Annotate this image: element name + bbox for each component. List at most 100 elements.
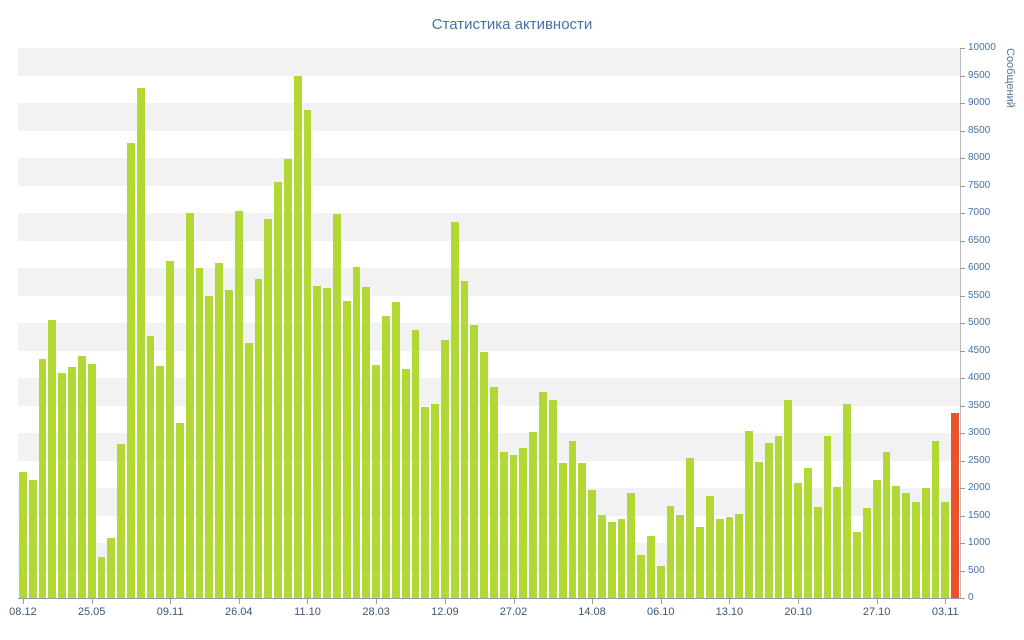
bar[interactable]	[234, 211, 243, 598]
bar[interactable]	[323, 287, 331, 598]
bar[interactable]	[28, 479, 37, 598]
y-tick	[960, 213, 965, 214]
bar[interactable]	[372, 364, 381, 598]
bar[interactable]	[804, 468, 812, 598]
bar[interactable]	[352, 266, 361, 598]
bar[interactable]	[548, 400, 557, 598]
bar[interactable]	[450, 221, 459, 598]
bar[interactable]	[853, 532, 861, 598]
bar[interactable]	[117, 444, 125, 598]
bar[interactable]	[431, 403, 439, 598]
bar[interactable]	[254, 279, 263, 598]
bar[interactable]	[136, 88, 145, 598]
bar[interactable]	[941, 501, 950, 598]
bar[interactable]	[774, 435, 783, 598]
bar[interactable]	[627, 492, 636, 598]
bar[interactable]	[176, 423, 184, 598]
bar[interactable]	[637, 555, 645, 598]
bar[interactable]	[539, 391, 547, 598]
bar[interactable]	[813, 507, 822, 598]
bar[interactable]	[647, 535, 655, 598]
bar[interactable]	[77, 356, 86, 598]
bar[interactable]	[676, 514, 685, 598]
bar[interactable]	[794, 483, 802, 598]
bar[interactable]	[293, 75, 302, 598]
bar-highlighted[interactable]	[951, 413, 959, 598]
bar[interactable]	[902, 492, 910, 598]
bar[interactable]	[68, 367, 76, 598]
bar[interactable]	[48, 320, 57, 598]
bar[interactable]	[342, 301, 351, 598]
bar[interactable]	[568, 441, 577, 598]
bar[interactable]	[490, 386, 498, 598]
bar[interactable]	[401, 369, 410, 598]
x-tick	[660, 599, 662, 604]
bar[interactable]	[823, 435, 832, 598]
bar[interactable]	[264, 218, 273, 598]
bar[interactable]	[225, 290, 233, 598]
bar[interactable]	[833, 486, 842, 598]
bar[interactable]	[588, 490, 596, 598]
bar[interactable]	[656, 566, 665, 598]
bar[interactable]	[382, 315, 390, 598]
bar[interactable]	[715, 518, 724, 598]
bar[interactable]	[303, 110, 312, 598]
bar[interactable]	[862, 507, 871, 598]
bar[interactable]	[146, 336, 155, 598]
y-tick	[960, 158, 965, 159]
bar[interactable]	[578, 463, 587, 598]
bar[interactable]	[558, 463, 567, 598]
bar[interactable]	[274, 182, 282, 598]
bar[interactable]	[185, 213, 194, 598]
bar[interactable]	[205, 295, 214, 598]
bar[interactable]	[931, 441, 940, 598]
bar[interactable]	[244, 342, 253, 598]
bar[interactable]	[126, 143, 135, 598]
bar[interactable]	[686, 457, 695, 598]
bar[interactable]	[666, 506, 675, 598]
bar[interactable]	[460, 281, 469, 598]
bar[interactable]	[166, 260, 174, 598]
bar[interactable]	[107, 537, 116, 598]
bar[interactable]	[617, 518, 626, 598]
bar[interactable]	[480, 352, 488, 598]
bar[interactable]	[38, 358, 47, 598]
bar[interactable]	[911, 501, 920, 598]
bar[interactable]	[195, 268, 204, 598]
bar[interactable]	[313, 286, 322, 598]
bar[interactable]	[87, 364, 96, 598]
y-axis: 0 500 1000 1500 2000 2500 3000 3500 4000 4500 5000…	[960, 42, 1022, 603]
bar[interactable]	[97, 556, 106, 598]
bar[interactable]	[529, 431, 538, 598]
bar[interactable]	[607, 522, 616, 598]
bar[interactable]	[499, 452, 508, 598]
bar[interactable]	[882, 452, 891, 598]
bar[interactable]	[784, 400, 793, 598]
bar[interactable]	[58, 372, 67, 598]
bar[interactable]	[843, 403, 852, 598]
bar[interactable]	[391, 302, 400, 598]
bar[interactable]	[362, 287, 371, 598]
bar[interactable]	[872, 479, 881, 598]
bar[interactable]	[725, 517, 734, 598]
bar[interactable]	[19, 471, 27, 598]
bar[interactable]	[705, 496, 714, 598]
bar[interactable]	[696, 527, 704, 598]
bar[interactable]	[440, 340, 449, 598]
bar[interactable]	[519, 447, 528, 598]
bar[interactable]	[764, 442, 773, 598]
bar[interactable]	[754, 462, 763, 598]
bar[interactable]	[921, 488, 930, 598]
bar[interactable]	[411, 330, 420, 598]
bar[interactable]	[333, 214, 341, 598]
bar[interactable]	[509, 455, 518, 598]
bar[interactable]	[283, 159, 292, 598]
bar[interactable]	[470, 325, 479, 598]
bar[interactable]	[892, 485, 901, 598]
bar[interactable]	[215, 263, 224, 598]
bar[interactable]	[735, 513, 744, 598]
bar[interactable]	[745, 430, 753, 598]
bar[interactable]	[421, 407, 430, 598]
bar[interactable]	[156, 365, 165, 598]
bar[interactable]	[597, 514, 606, 598]
